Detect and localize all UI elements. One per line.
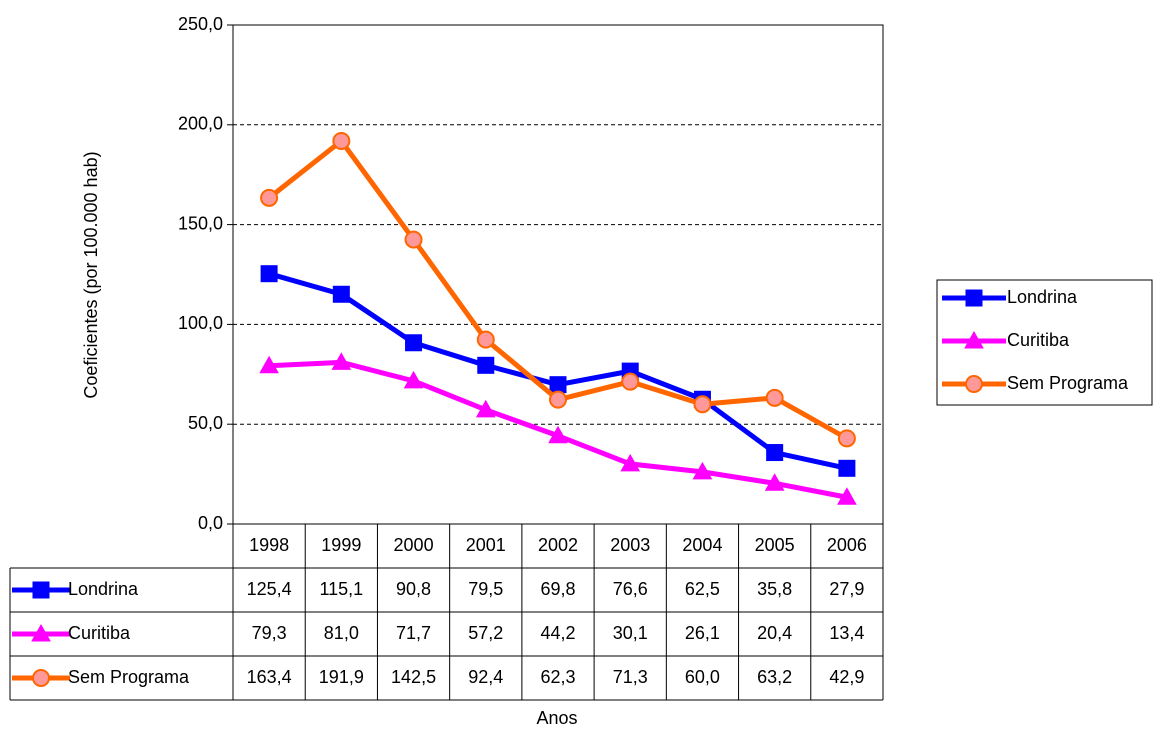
x-tick-label: 2001 [466, 535, 506, 555]
data-point [331, 352, 352, 370]
data-point [766, 444, 784, 462]
data-point [621, 372, 640, 391]
table-value: 79,5 [468, 579, 503, 599]
table-value: 62,3 [540, 667, 575, 687]
table-value: 62,5 [685, 579, 720, 599]
table-value: 90,8 [396, 579, 431, 599]
data-point [332, 285, 350, 303]
y-axis-label: Coeficientes (por 100.000 hab) [81, 151, 101, 398]
y-tick-label: 150,0 [178, 213, 223, 233]
data-point [549, 376, 567, 394]
y-tick-label: 200,0 [178, 114, 223, 134]
table-key-marker [32, 669, 50, 687]
legend-key-marker [964, 330, 984, 349]
table-value: 13,4 [829, 623, 864, 643]
table-value: 76,6 [613, 579, 648, 599]
table-value: 27,9 [829, 579, 864, 599]
data-point [260, 265, 278, 283]
x-tick-label: 2003 [610, 535, 650, 555]
x-tick-label: 1999 [321, 535, 361, 555]
data-point [477, 356, 495, 374]
table-value: 26,1 [685, 623, 720, 643]
table-value: 20,4 [757, 623, 792, 643]
table-value: 191,9 [319, 667, 364, 687]
table-value: 71,3 [613, 667, 648, 687]
data-point [476, 330, 495, 349]
legend-label: Sem Programa [1007, 373, 1129, 393]
data-point [332, 131, 351, 150]
x-tick-label: 1998 [249, 535, 289, 555]
y-tick-label: 50,0 [188, 413, 223, 433]
table-series-name: Curitiba [68, 623, 131, 643]
legend-label: Curitiba [1007, 330, 1070, 350]
legend-label: Londrina [1007, 287, 1078, 307]
x-axis-label: Anos [536, 708, 577, 728]
data-point [475, 399, 496, 418]
data-point [692, 461, 713, 480]
x-tick-label: 2005 [755, 535, 795, 555]
table-value: 35,8 [757, 579, 792, 599]
plot-border [232, 24, 884, 525]
table-value: 115,1 [319, 579, 363, 599]
table-value: 60,0 [685, 667, 720, 687]
table-key-marker [32, 581, 50, 599]
table-value: 69,8 [540, 579, 575, 599]
table-series-name: Sem Programa [68, 667, 190, 687]
legend-key-marker [965, 289, 983, 307]
data-point [404, 230, 423, 249]
data-point [260, 188, 279, 207]
legend-key-marker [965, 375, 983, 393]
x-tick-label: 2004 [682, 535, 722, 555]
data-point [549, 390, 567, 409]
table-series-name: Londrina [68, 579, 139, 599]
data-point [403, 370, 424, 389]
table-value: 163,4 [247, 667, 292, 687]
data-point [620, 453, 641, 472]
table-value: 57,2 [468, 623, 503, 643]
table-value: 125,4 [247, 579, 292, 599]
data-point [405, 334, 423, 352]
x-tick-label: 2006 [827, 535, 867, 555]
table-value: 71,7 [396, 623, 431, 643]
table-value: 44,2 [540, 623, 575, 643]
x-tick-label: 2002 [538, 535, 578, 555]
table-value: 30,1 [613, 623, 648, 643]
data-point [765, 388, 784, 407]
table-value: 142,5 [391, 667, 436, 687]
data-point [837, 487, 857, 505]
table-value: 92,4 [468, 667, 503, 687]
y-tick-label: 250,0 [178, 14, 223, 34]
x-tick-label: 2000 [394, 535, 434, 555]
data-point [548, 425, 568, 444]
y-tick-label: 0,0 [198, 513, 223, 533]
table-value: 79,3 [252, 623, 287, 643]
table-value: 42,9 [829, 667, 864, 687]
data-point [764, 473, 785, 491]
table-key-marker [31, 623, 51, 642]
data-point [693, 395, 712, 414]
data-point [259, 355, 279, 374]
data-point [838, 459, 856, 477]
data-point [837, 429, 856, 448]
y-tick-label: 100,0 [178, 313, 223, 333]
table-value: 63,2 [757, 667, 792, 687]
table-value: 81,0 [324, 623, 359, 643]
